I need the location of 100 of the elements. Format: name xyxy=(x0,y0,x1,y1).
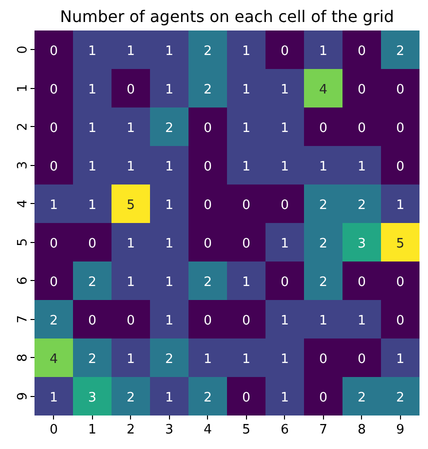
data-label: 2 xyxy=(165,120,174,136)
data-label: 0 xyxy=(126,82,135,98)
data-label: 1 xyxy=(126,274,135,290)
data-label: 1 xyxy=(126,120,135,136)
data-label: 1 xyxy=(126,159,135,174)
data-label: 1 xyxy=(280,390,289,406)
x-tick-label: 8 xyxy=(358,422,366,438)
data-label: 2 xyxy=(358,390,366,406)
data-label: 1 xyxy=(242,352,250,367)
data-label: 1 xyxy=(242,274,250,290)
data-label: 1 xyxy=(280,159,289,174)
y-tick-label: 8 xyxy=(16,354,30,362)
data-label: 0 xyxy=(396,274,404,290)
data-label: 1 xyxy=(204,352,212,367)
data-label: 2 xyxy=(319,236,328,252)
data-label: 0 xyxy=(396,313,404,328)
data-label: 2 xyxy=(126,390,135,406)
data-label: 0 xyxy=(319,390,328,406)
x-tick-label: 5 xyxy=(242,422,250,438)
data-label: 1 xyxy=(280,82,289,98)
data-label: 0 xyxy=(396,82,404,98)
data-label: 0 xyxy=(50,236,58,252)
data-label: 1 xyxy=(88,159,96,174)
data-label: 0 xyxy=(280,274,289,290)
data-label: 2 xyxy=(50,313,58,328)
data-label: 0 xyxy=(242,236,250,252)
y-tick-label: 6 xyxy=(16,276,30,285)
data-label: 2 xyxy=(319,274,328,290)
data-label: 0 xyxy=(242,313,250,328)
data-label: 0 xyxy=(126,313,135,328)
data-label: 1 xyxy=(126,44,135,59)
data-label: 1 xyxy=(242,120,250,136)
chart-title: Number of agents on each cell of the grid xyxy=(60,7,394,26)
data-label: 4 xyxy=(319,82,328,98)
data-label: 1 xyxy=(242,44,250,59)
x-tick-label: 4 xyxy=(204,422,212,438)
x-tick-label: 2 xyxy=(126,422,135,438)
data-label: 0 xyxy=(50,159,58,174)
data-label: 1 xyxy=(319,44,328,59)
data-label: 0 xyxy=(358,274,366,290)
data-label: 1 xyxy=(242,159,250,174)
data-label: 0 xyxy=(358,82,366,98)
data-label: 1 xyxy=(88,120,96,136)
data-label: 1 xyxy=(280,236,289,252)
data-label: 0 xyxy=(280,198,289,213)
y-tick-label: 3 xyxy=(16,161,30,170)
data-label: 0 xyxy=(204,236,212,252)
data-label: 0 xyxy=(204,159,212,174)
x-tick-label: 9 xyxy=(396,422,404,438)
data-label: 1 xyxy=(165,390,174,406)
data-label: 1 xyxy=(242,82,250,98)
data-label: 3 xyxy=(88,390,96,406)
data-label: 5 xyxy=(396,236,404,252)
data-label: 0 xyxy=(319,120,328,136)
data-label: 1 xyxy=(165,82,174,98)
data-label: 0 xyxy=(242,390,250,406)
data-label: 0 xyxy=(50,120,58,136)
data-label: 1 xyxy=(88,198,96,213)
data-label: 1 xyxy=(396,352,404,367)
data-label: 0 xyxy=(358,44,366,59)
x-tick-label: 6 xyxy=(280,422,289,438)
data-label: 0 xyxy=(88,236,96,252)
data-label: 1 xyxy=(88,82,96,98)
data-label: 0 xyxy=(50,82,58,98)
data-label: 0 xyxy=(242,198,250,213)
data-label: 1 xyxy=(126,236,135,252)
data-label: 1 xyxy=(165,159,174,174)
data-label: 1 xyxy=(50,198,58,213)
data-label: 1 xyxy=(165,44,174,59)
data-label: 2 xyxy=(319,198,328,213)
data-label: 0 xyxy=(319,352,328,367)
x-tick-label: 0 xyxy=(50,422,58,438)
data-label: 2 xyxy=(358,198,366,213)
y-tick-label: 5 xyxy=(16,238,30,246)
data-label: 0 xyxy=(280,44,289,59)
x-tick-label: 1 xyxy=(88,422,96,438)
y-tick-label: 2 xyxy=(16,122,30,131)
data-label: 1 xyxy=(358,159,366,174)
data-label: 2 xyxy=(88,352,96,367)
data-label: 0 xyxy=(358,352,366,367)
x-tick-label: 7 xyxy=(319,422,328,438)
data-label: 1 xyxy=(50,390,58,406)
data-label: 1 xyxy=(280,313,289,328)
data-label: 1 xyxy=(358,313,366,328)
data-label: 1 xyxy=(165,236,174,252)
data-label: 0 xyxy=(50,274,58,290)
data-label: 2 xyxy=(204,44,212,59)
y-tick-label: 7 xyxy=(16,315,30,324)
x-tick-label: 3 xyxy=(165,422,174,438)
y-tick-label: 9 xyxy=(16,392,30,400)
y-tick-label: 1 xyxy=(16,84,30,92)
data-label: 0 xyxy=(358,120,366,136)
data-label: 1 xyxy=(88,44,96,59)
data-label: 1 xyxy=(396,198,404,213)
data-label: 0 xyxy=(396,120,404,136)
data-label: 1 xyxy=(319,159,328,174)
data-label: 1 xyxy=(319,313,328,328)
data-label: 1 xyxy=(280,352,289,367)
data-label: 1 xyxy=(165,198,174,213)
data-label: 0 xyxy=(204,313,212,328)
